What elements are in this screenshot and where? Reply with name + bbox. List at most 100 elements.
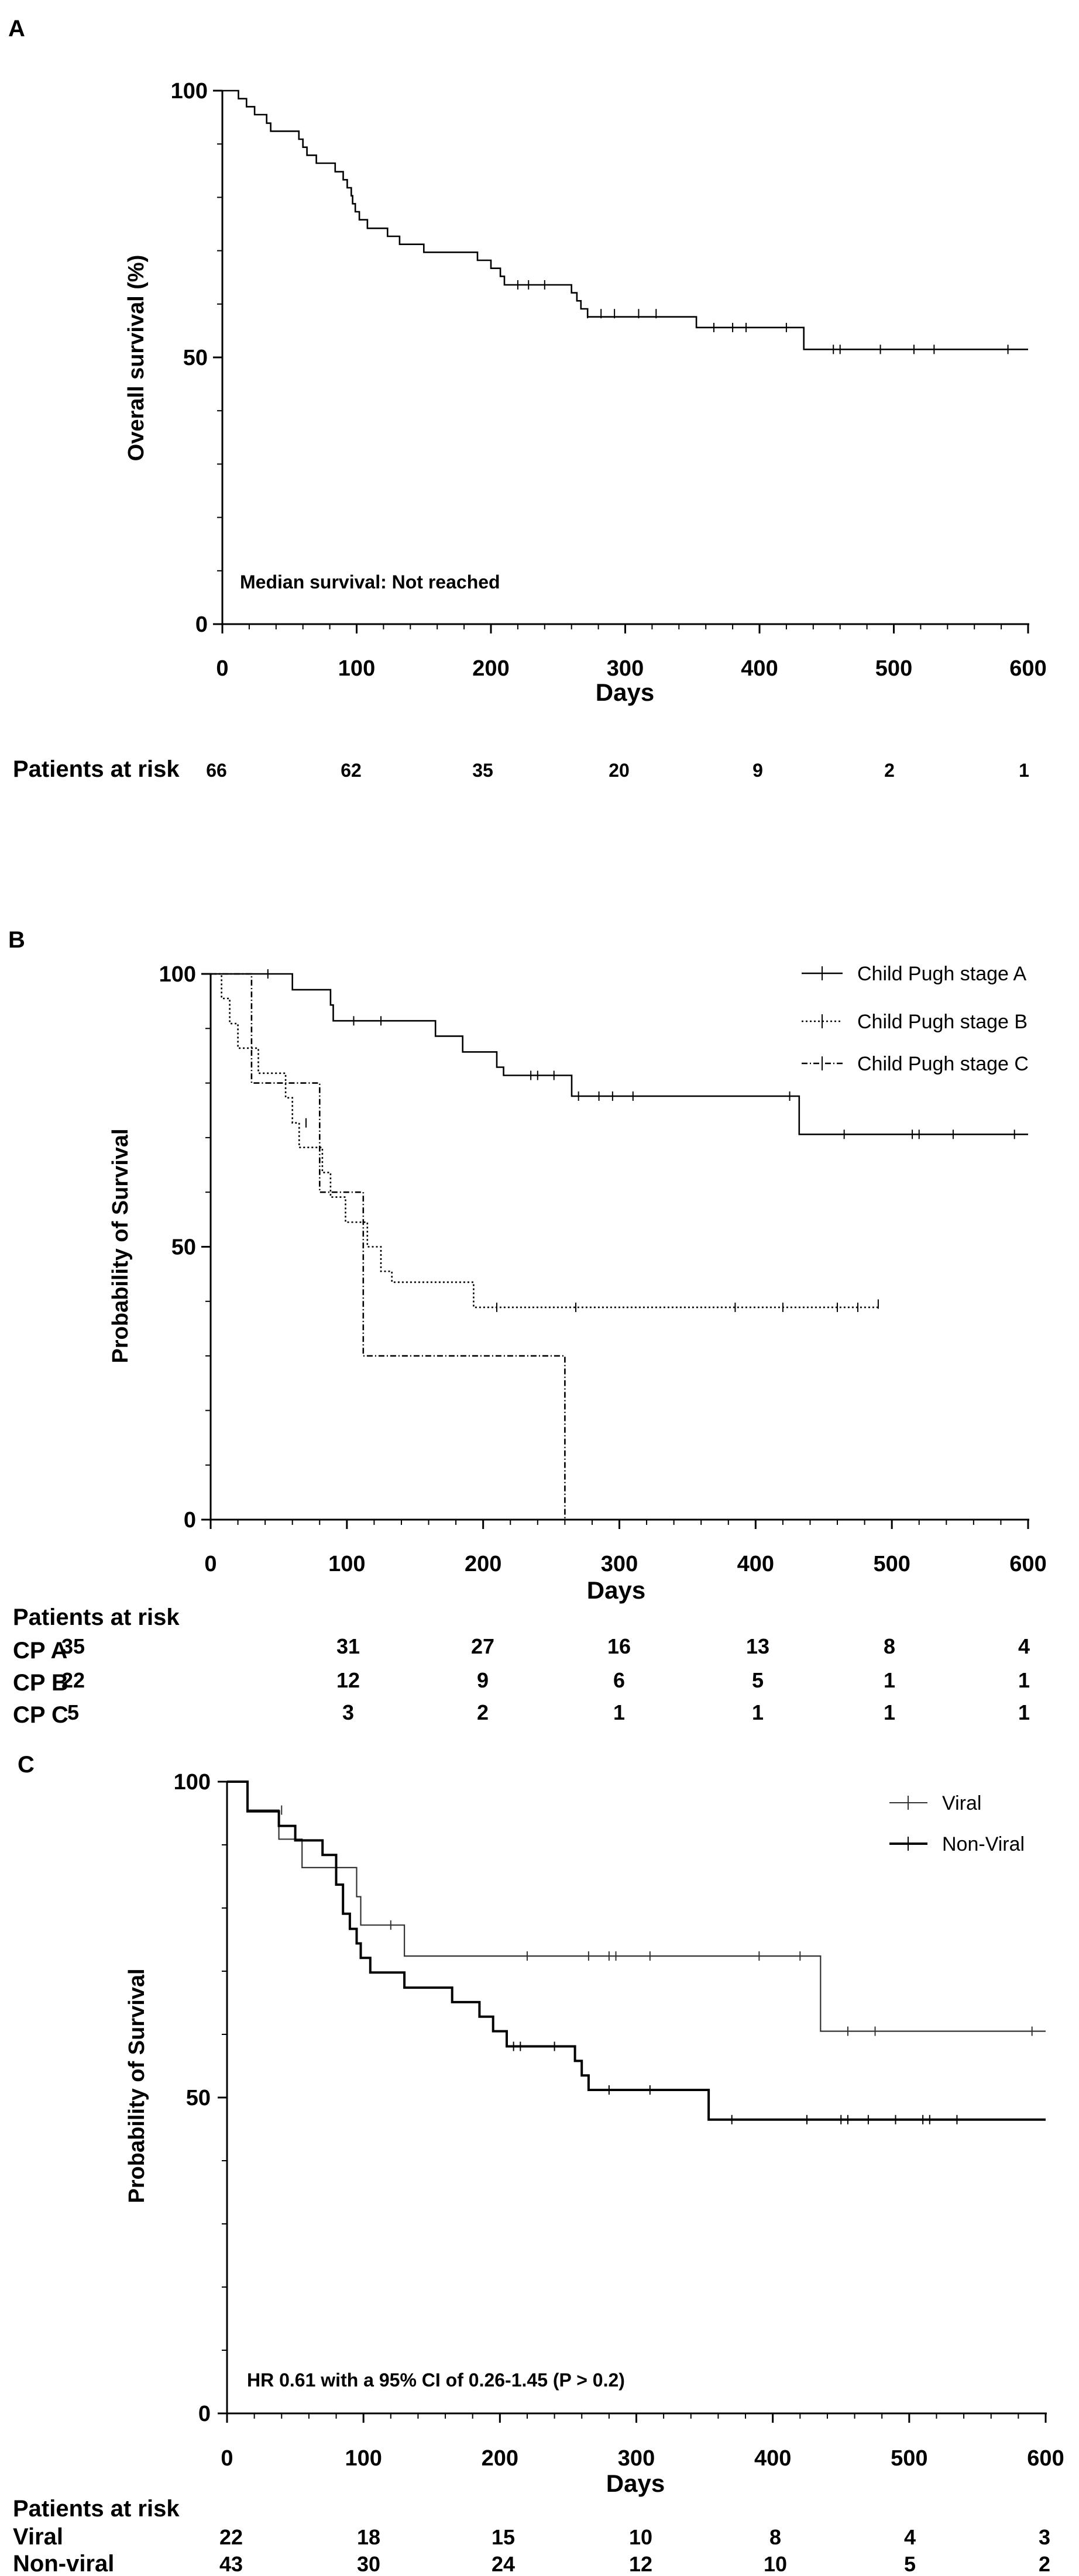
risk-value: 66 — [206, 760, 227, 781]
risk-row-label: Non-viral — [13, 2551, 114, 2576]
x-tick-label: 300 — [618, 2446, 655, 2471]
x-tick-label: 500 — [875, 656, 912, 681]
risk-value: 16 — [607, 1634, 631, 1658]
panel-c-axes: 0 100 200 300 400 500 600 0 50 100 — [174, 1770, 1064, 2471]
y-tick-label: 100 — [159, 962, 196, 987]
risk-value: 2 — [1039, 2552, 1050, 2576]
x-tick-label: 0 — [221, 2446, 233, 2471]
risk-value: 5 — [752, 1668, 764, 1692]
risk-row: 22 12 9 6 5 1 1 — [61, 1668, 1030, 1692]
survival-curve-child-pugh-stage-b — [211, 973, 878, 1308]
legend-item: Viral — [889, 1792, 981, 1814]
risk-value: 9 — [752, 760, 763, 781]
survival-curve-child-pugh-stage-c — [211, 973, 566, 1520]
risk-value: 43 — [219, 2552, 243, 2576]
risk-value: 1 — [1018, 1668, 1030, 1692]
risk-table-title: Patients at risk — [13, 756, 180, 782]
panel-a: A Overall survival (%) Days Median survi… — [8, 16, 1047, 782]
panel-b-axes: 0 100 200 300 400 500 600 0 50 100 — [159, 962, 1047, 1576]
risk-value: 12 — [336, 1668, 360, 1692]
risk-row-label: CP C — [13, 1702, 68, 1728]
panel-b-label: B — [8, 927, 25, 953]
y-tick-label: 100 — [174, 1770, 211, 1795]
panel-c-curves — [227, 1781, 1046, 2124]
risk-row-label: CP A — [13, 1638, 67, 1664]
x-tick-label: 400 — [741, 656, 778, 681]
risk-value: 62 — [341, 760, 362, 781]
risk-value: 3 — [1039, 2525, 1050, 2549]
risk-value: 9 — [477, 1668, 489, 1692]
x-tick-label: 600 — [1027, 2446, 1064, 2471]
risk-value: 10 — [629, 2525, 652, 2549]
legend-item: Child Pugh stage B — [802, 1011, 1028, 1033]
x-tick-label: 100 — [345, 2446, 382, 2471]
risk-value: 2 — [477, 1700, 489, 1724]
legend-label-cp-b: Child Pugh stage B — [857, 1011, 1028, 1033]
x-tick-label: 0 — [216, 656, 228, 681]
legend-item: Child Pugh stage A — [802, 963, 1027, 985]
x-tick-label: 600 — [1009, 1552, 1046, 1576]
x-tick-label: 200 — [465, 1552, 501, 1576]
risk-value: 6 — [613, 1668, 625, 1692]
panel-b-xlabel: Days — [587, 1576, 645, 1604]
survival-curve-viral — [227, 1781, 1046, 2032]
legend-item: Child Pugh stage C — [802, 1053, 1029, 1075]
panel-a-xlabel: Days — [596, 679, 654, 706]
legend-label-non-viral: Non-Viral — [942, 1833, 1025, 1855]
risk-row: 43 30 24 12 10 5 2 — [219, 2552, 1050, 2576]
panel-c-annotation: HR 0.61 with a 95% CI of 0.26-1.45 (P > … — [247, 2370, 625, 2391]
panel-c-risk-table: Patients at risk Viral Non-viral 22 18 15 1… — [13, 2496, 1050, 2576]
risk-value: 18 — [357, 2525, 380, 2549]
risk-value: 8 — [769, 2525, 781, 2549]
x-tick-label: 400 — [737, 1552, 774, 1576]
x-tick-label: 100 — [338, 656, 375, 681]
survival-curve-overall — [222, 89, 1028, 350]
risk-value: 15 — [492, 2525, 515, 2549]
x-tick-label: 300 — [601, 1552, 638, 1576]
risk-row: 35 31 27 16 13 8 4 — [61, 1634, 1030, 1658]
risk-value: 12 — [629, 2552, 652, 2576]
risk-row: 66 62 35 20 9 2 1 — [206, 760, 1029, 781]
risk-value: 22 — [219, 2525, 243, 2549]
panel-a-axes: 0 100 200 300 400 500 600 0 50 100 — [171, 79, 1047, 681]
panel-b-risk-table: Patients at risk CP A CP B CP C 35 31 27 16… — [13, 1604, 1030, 1728]
panel-a-annotation: Median survival: Not reached — [240, 571, 500, 593]
risk-value: 31 — [336, 1634, 360, 1658]
risk-value: 1 — [1018, 1700, 1030, 1724]
legend-label-cp-c: Child Pugh stage C — [857, 1053, 1029, 1075]
risk-value: 1 — [1019, 760, 1029, 781]
risk-table-title: Patients at risk — [13, 1604, 180, 1630]
panel-c-ylabel: Probability of Survival — [125, 1968, 149, 2203]
y-tick-label: 50 — [183, 346, 208, 370]
panel-a-risk-table: Patients at risk 66 62 35 20 9 2 1 — [13, 756, 1029, 782]
risk-value: 1 — [884, 1668, 895, 1692]
risk-value: 4 — [904, 2525, 916, 2549]
risk-value: 30 — [357, 2552, 380, 2576]
panel-c-legend: Viral Non-Viral — [889, 1792, 1025, 1855]
panel-c: C Probability of Survival Days HR 0.61 w… — [13, 1752, 1064, 2576]
risk-value: 3 — [342, 1700, 354, 1724]
risk-value: 5 — [904, 2552, 916, 2576]
y-tick-label: 50 — [186, 2086, 211, 2110]
survival-curve-child-pugh-stage-a — [211, 973, 1028, 1135]
x-tick-label: 100 — [328, 1552, 365, 1576]
y-tick-label: 100 — [171, 79, 208, 104]
risk-row: 22 18 15 10 8 4 3 — [219, 2525, 1050, 2549]
x-tick-label: 400 — [754, 2446, 791, 2471]
panel-a-label: A — [8, 16, 25, 42]
panel-b-curves — [211, 969, 1028, 1520]
x-tick-label: 300 — [607, 656, 644, 681]
risk-value: 20 — [609, 760, 630, 781]
panel-a-ylabel: Overall survival (%) — [124, 255, 149, 462]
x-tick-label: 500 — [891, 2446, 927, 2471]
risk-value: 22 — [61, 1668, 85, 1692]
x-tick-label: 0 — [204, 1552, 217, 1576]
risk-value: 35 — [61, 1634, 85, 1658]
y-tick-label: 50 — [171, 1235, 196, 1260]
risk-table-title: Patients at risk — [13, 2496, 180, 2522]
risk-value: 8 — [884, 1634, 895, 1658]
risk-value: 27 — [471, 1634, 494, 1658]
risk-value: 1 — [884, 1700, 895, 1724]
risk-value: 13 — [746, 1634, 769, 1658]
